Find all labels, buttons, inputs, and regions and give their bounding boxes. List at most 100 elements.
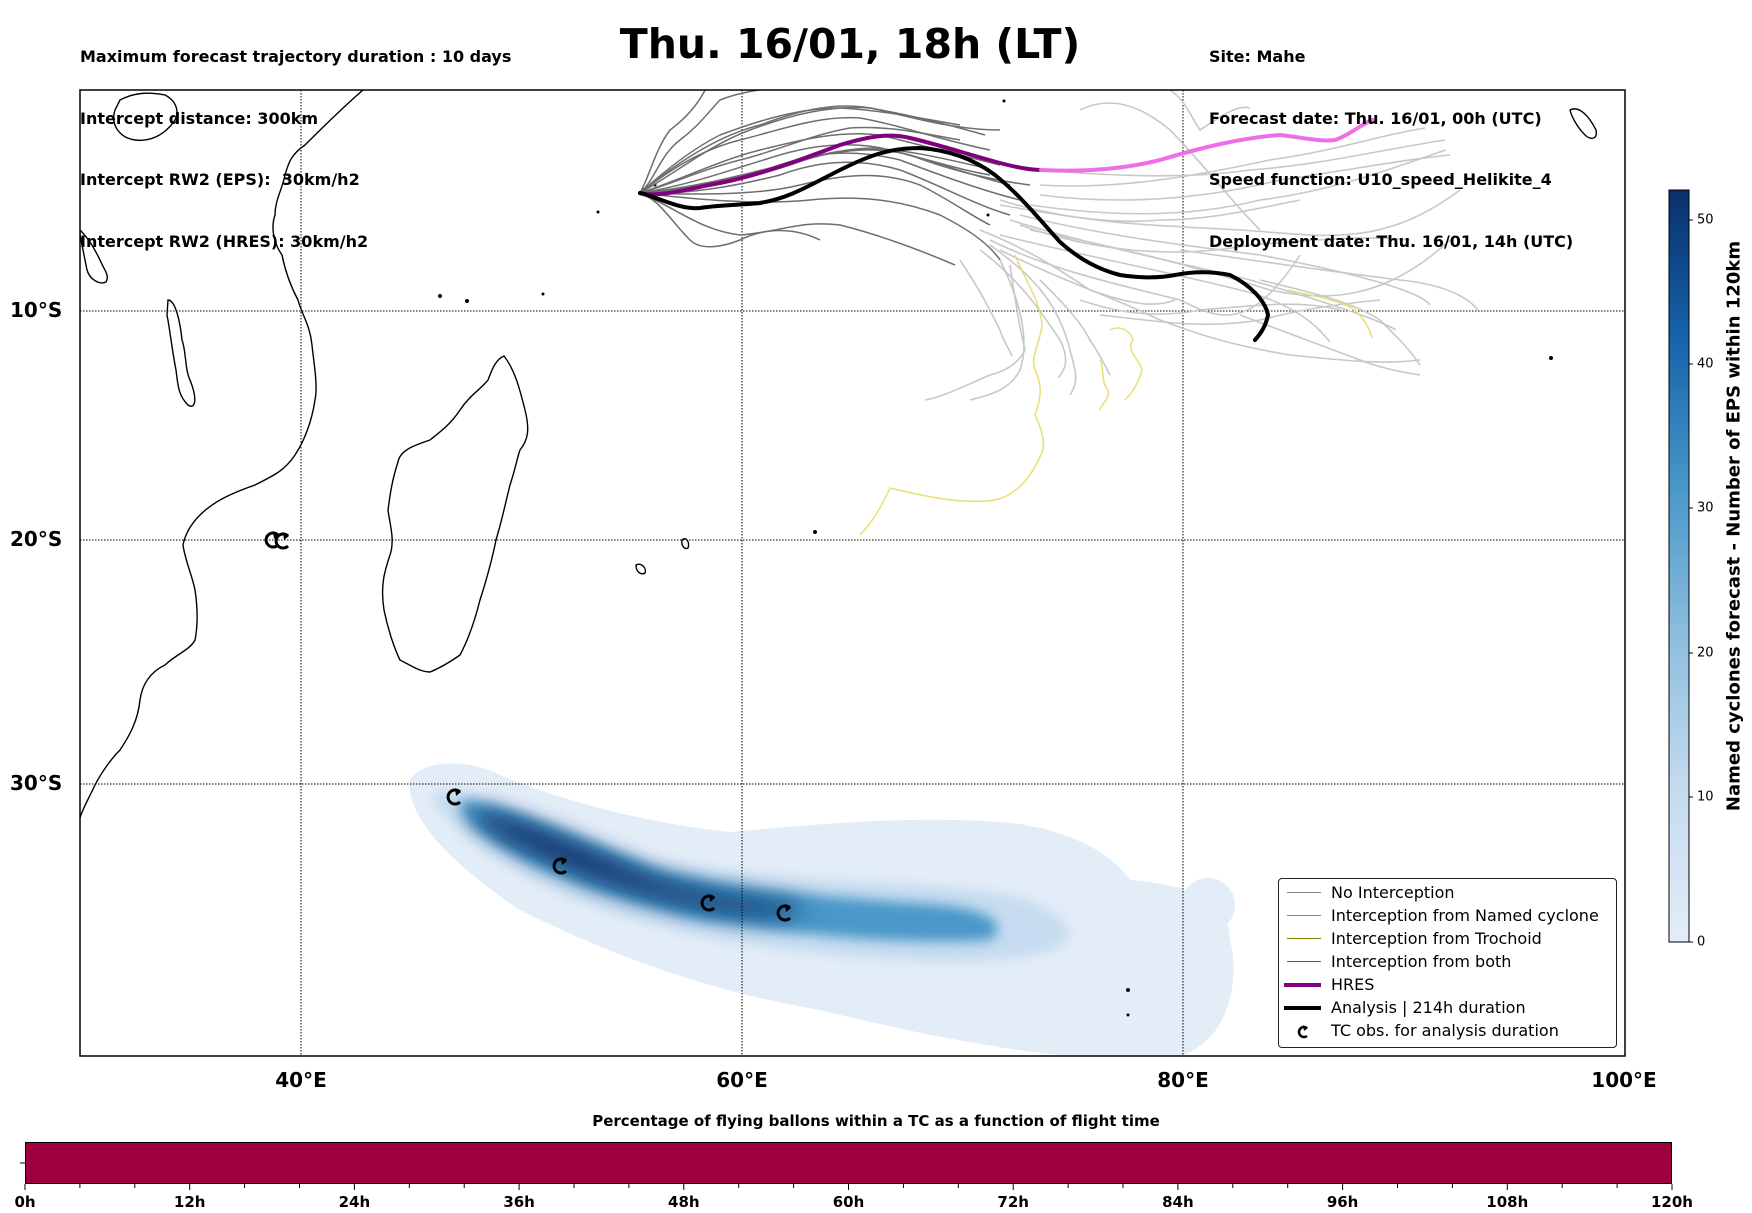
colorbar-tick-label: 30 <box>1697 500 1714 516</box>
colorbar-tick-label: 40 <box>1697 356 1714 372</box>
island-dot <box>465 299 469 303</box>
eps-early-track <box>639 192 1001 261</box>
eps-early-track <box>639 148 991 194</box>
hres-trajectory <box>638 118 1374 197</box>
cyclone-symbol-icon <box>274 532 290 550</box>
lat-label-30s: 30°S <box>10 771 63 795</box>
eps-late-track <box>999 234 1331 343</box>
lon-label-60e: 60°E <box>716 1068 768 1092</box>
legend-swatch <box>1284 982 1321 987</box>
eps-late-track <box>1039 279 1111 376</box>
coast-mauritius <box>635 563 647 575</box>
eps-early-track <box>639 161 1011 216</box>
eps-late-track <box>1239 314 1421 376</box>
param-max-duration: Maximum forecast trajectory duration : 1… <box>80 47 512 66</box>
eps-late-track <box>999 249 1421 363</box>
flight-time-tick-label: 96h <box>1326 1193 1359 1211</box>
eps-late-track <box>1019 214 1431 306</box>
eps-late-track <box>1039 154 1451 201</box>
page-title: Thu. 16/01, 18h (LT) <box>619 20 1081 68</box>
coast-madagascar <box>381 355 529 673</box>
eps-late-track <box>1079 102 1261 231</box>
eps-early-track <box>639 126 961 194</box>
cyclone-symbol-icon <box>446 788 462 806</box>
island-dot <box>986 213 990 217</box>
eps-late-track <box>1259 279 1421 366</box>
eps-early-track <box>639 143 1011 194</box>
legend-label: Interception from Trochoid <box>1331 929 1542 948</box>
eps-late-track <box>1029 229 1451 297</box>
eps-late-track <box>1029 149 1447 215</box>
legend-label: Analysis | 214h duration <box>1331 998 1526 1017</box>
tc-observations <box>264 531 792 922</box>
legend-label: No Interception <box>1331 883 1455 902</box>
colorbar-tick-label: 10 <box>1697 789 1714 805</box>
cyclone-symbol-icon <box>264 531 280 549</box>
island-dot <box>813 530 817 534</box>
coast-lake-victoria <box>113 92 178 142</box>
param-rw2-hres: Intercept RW2 (HRES): 30km/h2 <box>80 231 369 251</box>
speed-function: Speed function: U10_speed_Helikite_4 <box>1209 170 1552 189</box>
flight-time-tick-label: 84h <box>1162 1193 1194 1211</box>
eps-yellow-track <box>1109 327 1143 401</box>
flight-time-tick-label: 24h <box>338 1193 371 1211</box>
eps-early-track <box>639 90 706 194</box>
eps-late-track <box>1019 224 1411 253</box>
analysis-trajectory <box>638 145 1271 342</box>
deployment-date: Deployment date: Thu. 16/01, 14h (UTC) <box>1209 231 1574 251</box>
eps-late-track <box>1039 127 1426 187</box>
flight-time-tick-label: 48h <box>668 1193 700 1211</box>
legend-swatch <box>1287 937 1321 940</box>
legend-label: Interception from Named cyclone <box>1331 906 1599 925</box>
island-dot <box>1126 1013 1130 1017</box>
lon-label-100e: 100°E <box>1591 1068 1657 1092</box>
eps-late-track <box>924 264 1026 401</box>
flight-time-tick-label: 108h <box>1486 1193 1529 1211</box>
flight-time-tick-label: 12h <box>173 1193 206 1211</box>
flight-time-tick-label: 60h <box>832 1193 865 1211</box>
lat-label-20s: 20°S <box>10 527 63 551</box>
legend-label: TC obs. for analysis duration <box>1331 1021 1559 1040</box>
legend-label: Interception from both <box>1331 952 1512 971</box>
eps-late-track <box>1179 249 1479 311</box>
eps-yellow-track <box>859 254 1045 536</box>
param-intercept-distance: Intercept distance: 300km <box>80 108 319 128</box>
forecast-date: Forecast date: Thu. 16/01, 00h (UTC) <box>1209 108 1542 128</box>
coastlines <box>80 90 1598 819</box>
coast-reunion <box>681 538 690 550</box>
eps-yellow-track <box>1099 359 1109 411</box>
lon-label-40e: 40°E <box>275 1068 327 1092</box>
eps-late-track <box>1039 139 1446 177</box>
site-info: Site: Mahe Forecast date: Thu. 16/01, 00… <box>1209 6 1573 273</box>
flight-time-ticks <box>24 1184 1673 1190</box>
legend-swatch <box>1287 960 1321 963</box>
coast-lake-malawi <box>166 299 196 407</box>
density-core <box>472 810 802 916</box>
colorbar-tick-label: 20 <box>1697 645 1714 661</box>
eps-late-track <box>1079 299 1341 315</box>
colorbar-title: Named cyclones forecast - Number of EPS … <box>1723 240 1745 812</box>
colorbar <box>1668 189 1690 943</box>
param-rw2-eps: Intercept RW2 (EPS): 30km/h2 <box>80 170 360 189</box>
cyclone-density-field <box>409 763 1235 1056</box>
eps-late-track <box>1169 90 1251 132</box>
eps-late-track <box>1099 299 1381 326</box>
legend-label: HRES <box>1331 975 1375 994</box>
eps-late-track <box>979 229 1176 305</box>
cyclone-symbol-icon <box>552 857 568 875</box>
density-blob <box>1181 878 1235 932</box>
eps-early-track <box>639 174 991 226</box>
eps-trajectories-late <box>924 90 1479 401</box>
graticule <box>80 90 1625 1056</box>
eps-early-track <box>639 192 821 248</box>
island-dot <box>1002 99 1006 103</box>
cyclone-symbol-icon <box>776 904 792 922</box>
colorbar-tick-label: 50 <box>1697 212 1714 228</box>
legend: No Interception Interception from Named … <box>1278 878 1617 1048</box>
eps-late-track <box>999 199 1301 223</box>
lat-label-10s: 10°S <box>10 298 63 322</box>
eps-yellow-track <box>1286 289 1373 339</box>
island-dot <box>438 294 442 298</box>
flight-time-tick-label: 36h <box>503 1193 535 1211</box>
